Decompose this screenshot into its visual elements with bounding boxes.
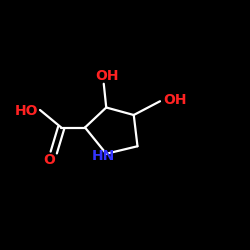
Text: O: O	[43, 153, 55, 167]
Text: HO: HO	[15, 104, 39, 118]
Text: OH: OH	[163, 94, 187, 108]
Text: HN: HN	[92, 148, 116, 162]
Text: OH: OH	[96, 69, 119, 83]
